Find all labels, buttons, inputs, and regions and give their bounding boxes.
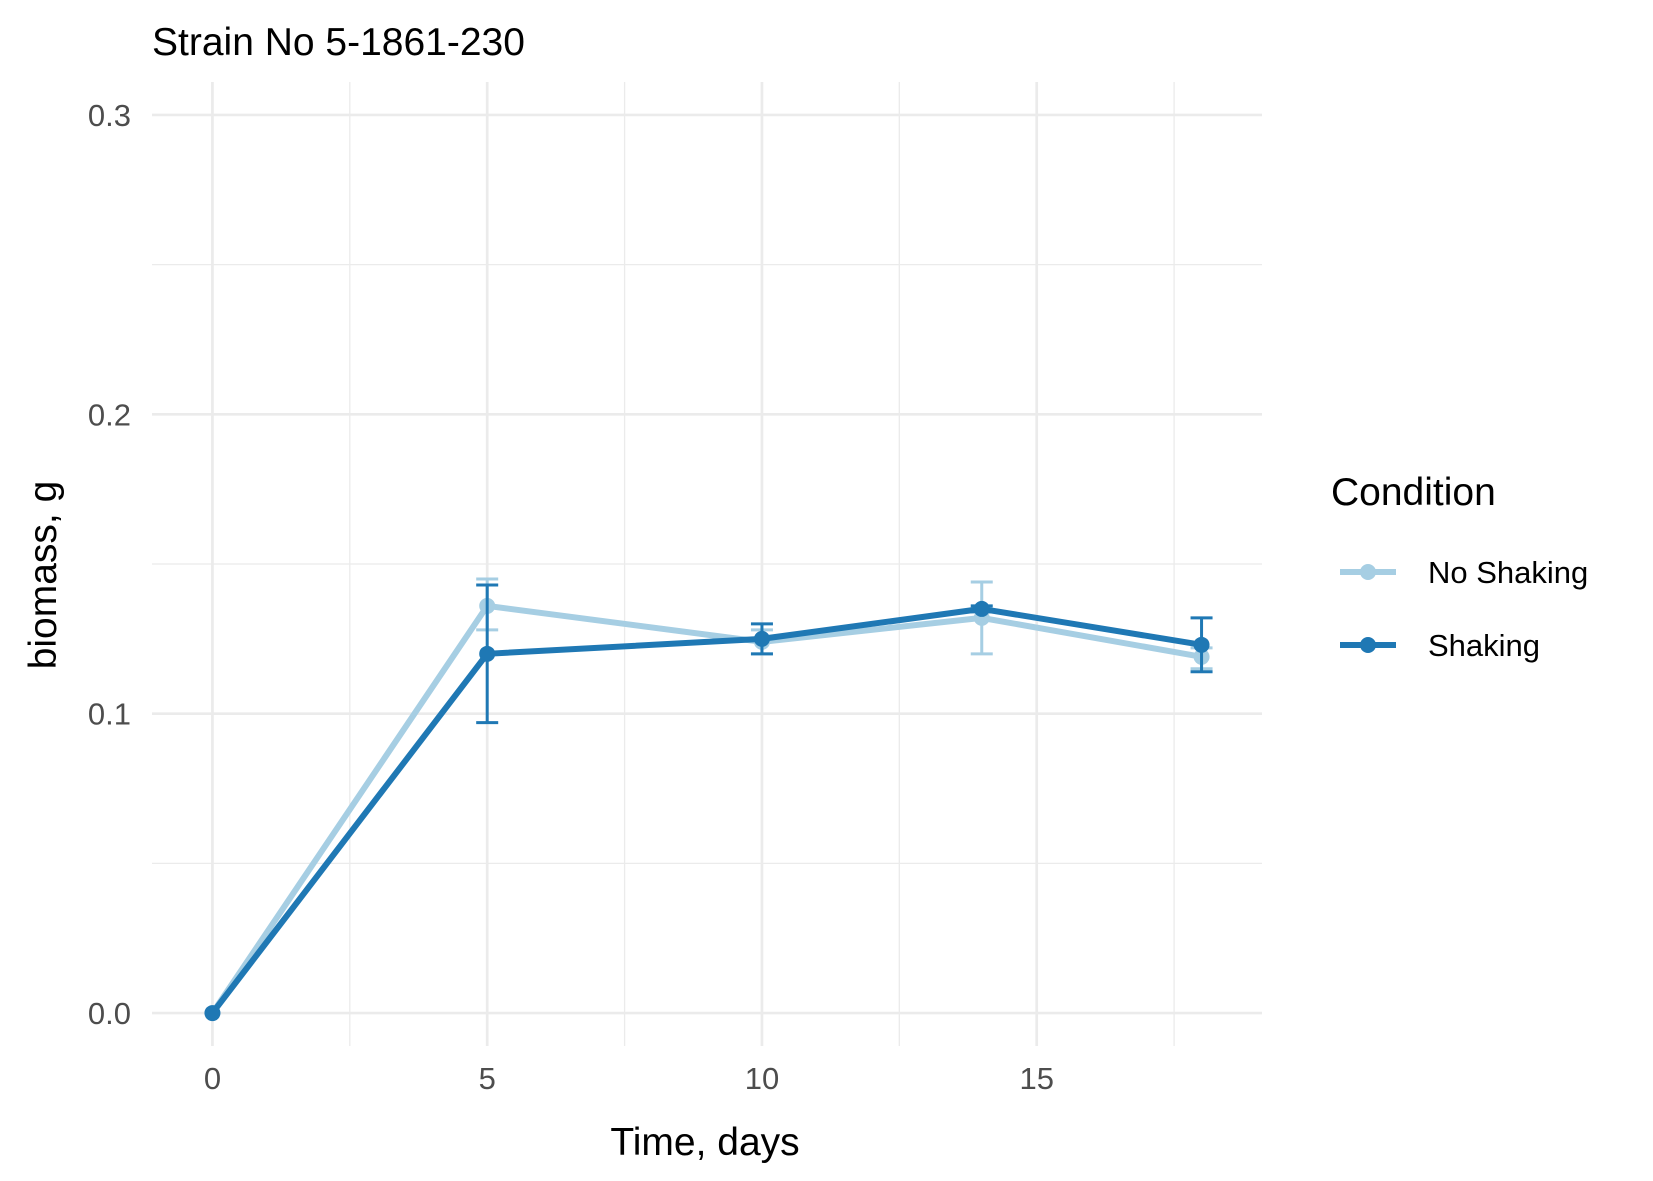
x-tick-label: 15 bbox=[1019, 1061, 1053, 1096]
minor-grid bbox=[152, 82, 1262, 1046]
legend-title: Condition bbox=[1331, 471, 1496, 514]
y-tick-label: 0.3 bbox=[88, 98, 131, 133]
major-grid bbox=[152, 82, 1262, 1046]
legend: Condition No Shaking Shaking bbox=[1331, 471, 1588, 663]
x-tick-label: 5 bbox=[479, 1061, 496, 1096]
chart-title: Strain No 5-1861-230 bbox=[152, 21, 525, 64]
x-axis-ticks: 0 5 10 15 bbox=[204, 1061, 1054, 1096]
y-tick-label: 0.1 bbox=[88, 697, 131, 732]
legend-item-no-shaking: No Shaking bbox=[1340, 555, 1588, 590]
y-tick-label: 0.2 bbox=[88, 397, 131, 432]
legend-label: No Shaking bbox=[1428, 555, 1588, 590]
y-tick-label: 0.0 bbox=[88, 996, 131, 1031]
data-point bbox=[753, 630, 770, 647]
data-point bbox=[973, 600, 990, 617]
legend-label: Shaking bbox=[1428, 628, 1540, 663]
series-layer bbox=[204, 577, 1213, 1022]
y-axis-ticks: 0.0 0.1 0.2 0.3 bbox=[88, 98, 131, 1031]
y-axis-title: biomass, g bbox=[22, 481, 65, 670]
series-shaking bbox=[204, 583, 1213, 1022]
legend-key-point bbox=[1360, 637, 1376, 653]
legend-item-shaking: Shaking bbox=[1340, 628, 1540, 663]
data-point bbox=[479, 645, 496, 662]
data-point bbox=[1193, 636, 1210, 653]
x-tick-label: 10 bbox=[745, 1061, 779, 1096]
x-axis-title: Time, days bbox=[610, 1121, 799, 1164]
data-point bbox=[204, 1005, 221, 1022]
legend-key-point bbox=[1360, 564, 1376, 580]
x-tick-label: 0 bbox=[204, 1061, 221, 1096]
